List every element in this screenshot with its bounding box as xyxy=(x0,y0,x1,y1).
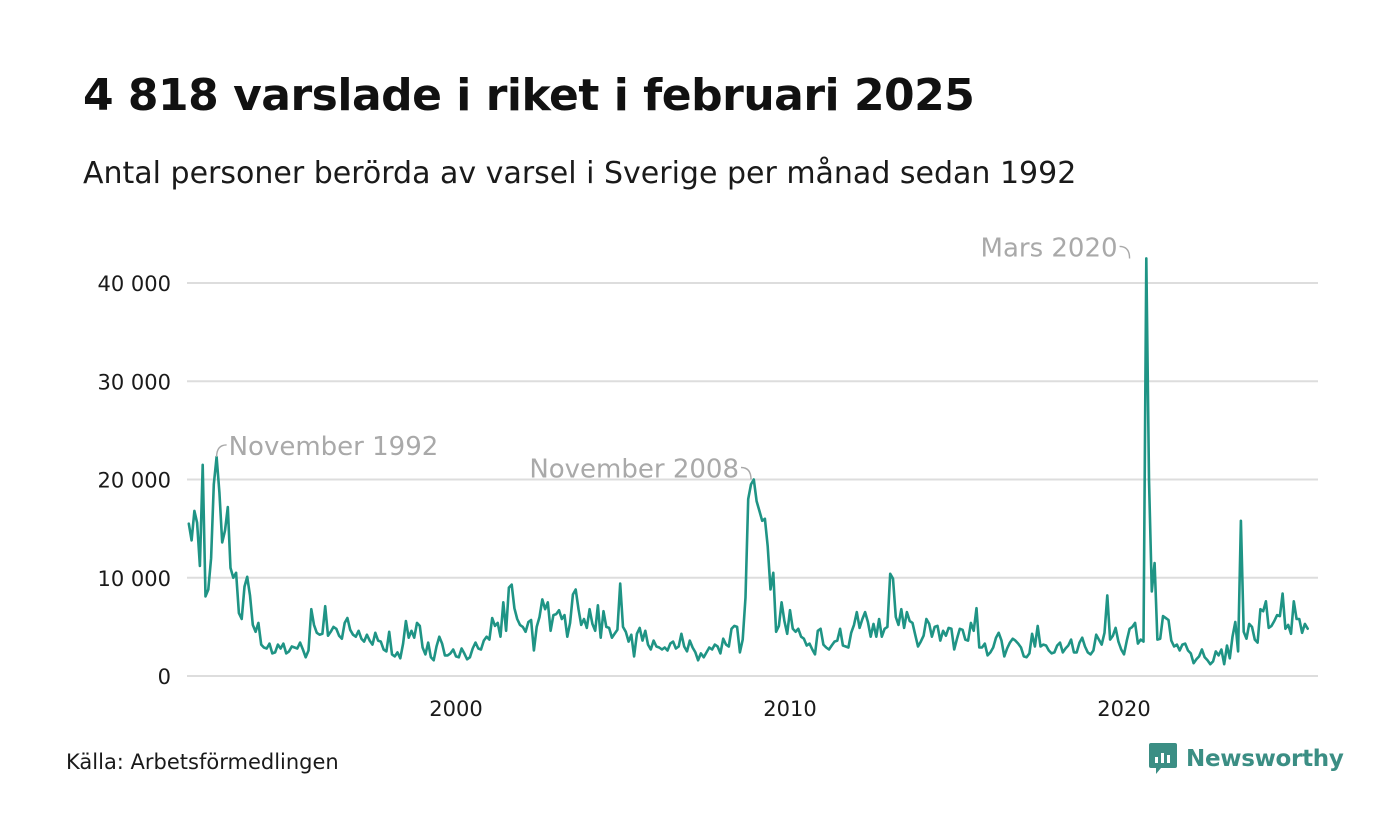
x-tick-label: 2010 xyxy=(763,697,816,721)
y-tick-label: 20 000 xyxy=(98,469,171,493)
chart-title: 4 818 varslade i riket i februari 2025 xyxy=(83,70,975,121)
chart-bubble-icon xyxy=(1149,743,1177,774)
chart-subtitle: Antal personer berörda av varsel i Sveri… xyxy=(83,156,1077,191)
brand-logo: Newsworthy xyxy=(1148,742,1344,776)
series-line xyxy=(187,257,1309,666)
x-tick-label: 2020 xyxy=(1097,697,1150,721)
annotation-label: November 2008 xyxy=(529,455,739,485)
annotation-connector xyxy=(740,466,752,480)
annotation-connector xyxy=(215,444,227,457)
x-tick-label: 2000 xyxy=(429,697,482,721)
annotation-label: Mars 2020 xyxy=(981,233,1118,263)
brand-name: Newsworthy xyxy=(1186,746,1344,772)
annotation-connector xyxy=(1119,245,1131,259)
annotation-label: November 1992 xyxy=(229,432,439,462)
y-axis-tick-labels: 0 10 000 20 000 30 000 40 000 xyxy=(98,272,171,689)
x-axis-tick-labels: 2000 2010 2020 xyxy=(429,697,1150,721)
y-tick-label: 10 000 xyxy=(98,567,171,591)
annotations: November 1992 November 2008 Mars 2020 xyxy=(215,233,1131,485)
y-tick-label: 40 000 xyxy=(98,272,171,296)
source-credit: Källa: Arbetsförmedlingen xyxy=(66,750,339,774)
series-layer xyxy=(187,257,1309,666)
y-tick-label: 30 000 xyxy=(98,370,171,394)
y-tick-label: 0 xyxy=(158,665,171,689)
